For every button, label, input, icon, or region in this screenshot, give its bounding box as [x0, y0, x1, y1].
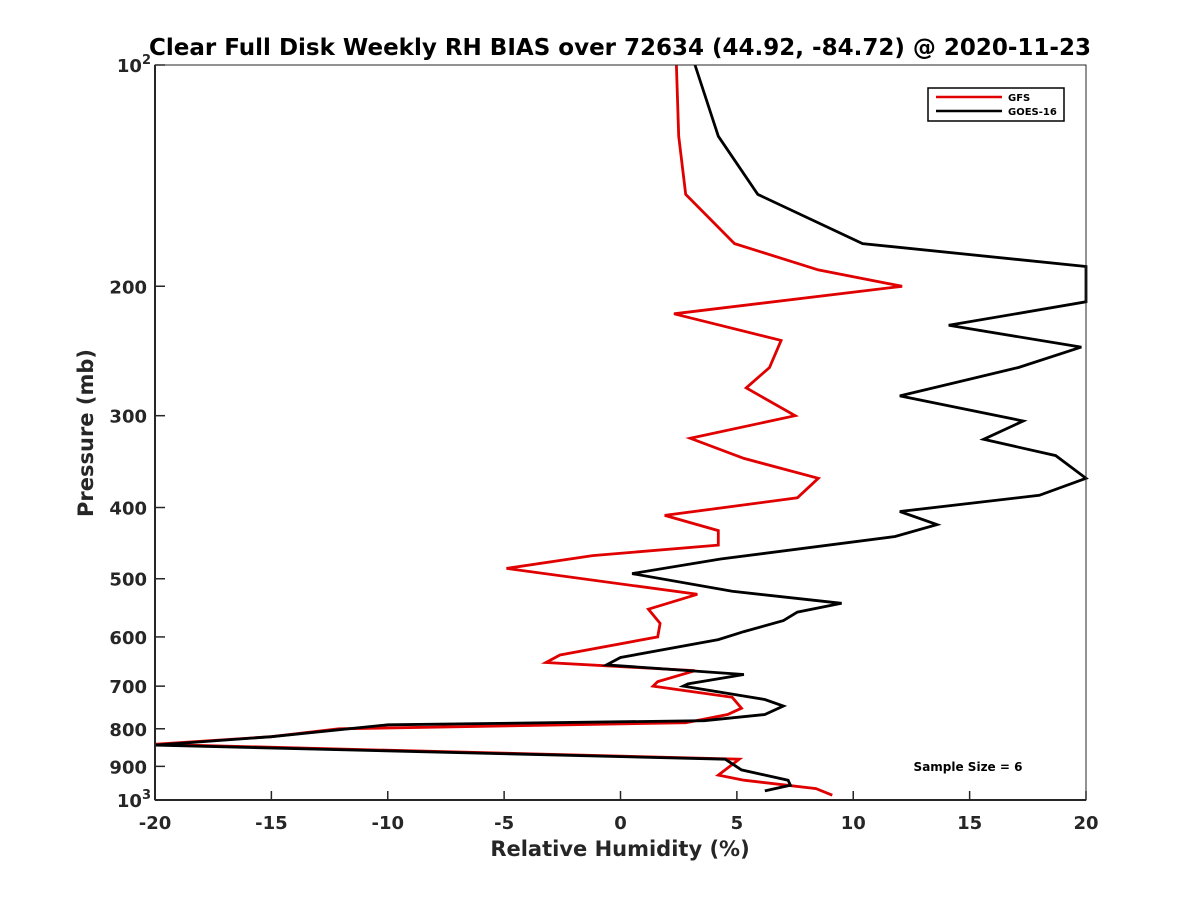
legend: GFS GOES-16 — [927, 87, 1065, 122]
y-tick-label: 102 — [117, 53, 151, 77]
x-tick-label: 5 — [731, 813, 744, 834]
y-tick-label: 400 — [109, 499, 147, 520]
x-axis-label: Relative Humidity (%) — [490, 837, 749, 861]
x-tick-label: 0 — [614, 813, 627, 834]
y-tick-label: 600 — [109, 628, 147, 649]
legend-label-gfs: GFS — [1008, 93, 1030, 104]
x-tick-label: -5 — [494, 813, 514, 834]
legend-label-goes16: GOES-16 — [1008, 107, 1057, 118]
series-line-goes16 — [154, 64, 1089, 793]
legend-box — [927, 87, 1065, 122]
y-tick-label: 900 — [109, 757, 147, 778]
x-tick-label: -10 — [371, 813, 404, 834]
x-tick-label: 20 — [1073, 813, 1098, 834]
x-tick-label: 15 — [957, 813, 982, 834]
x-ticks: -20 -15 -10 -5 0 5 10 15 20 — [139, 791, 1099, 834]
chart-title: Clear Full Disk Weekly RH BIAS over 7263… — [149, 35, 1091, 61]
x-tick-label: -15 — [255, 813, 288, 834]
x-tick-label: -20 — [139, 813, 172, 834]
sample-size-annotation: Sample Size = 6 — [914, 760, 1023, 774]
y-ticks: 102 200 300 400 500 600 700 800 900 103 — [109, 53, 165, 812]
y-axis-label: Pressure (mb) — [74, 349, 98, 517]
y-tick-label: 800 — [109, 720, 147, 741]
y-tick-label: 200 — [109, 277, 147, 298]
y-tick-label: 300 — [109, 407, 147, 428]
x-tick-label: 10 — [841, 813, 866, 834]
y-tick-label: 500 — [109, 570, 147, 591]
y-tick-label: 700 — [109, 677, 147, 698]
y-tick-label: 103 — [117, 788, 151, 812]
plot-lines — [154, 64, 1089, 797]
